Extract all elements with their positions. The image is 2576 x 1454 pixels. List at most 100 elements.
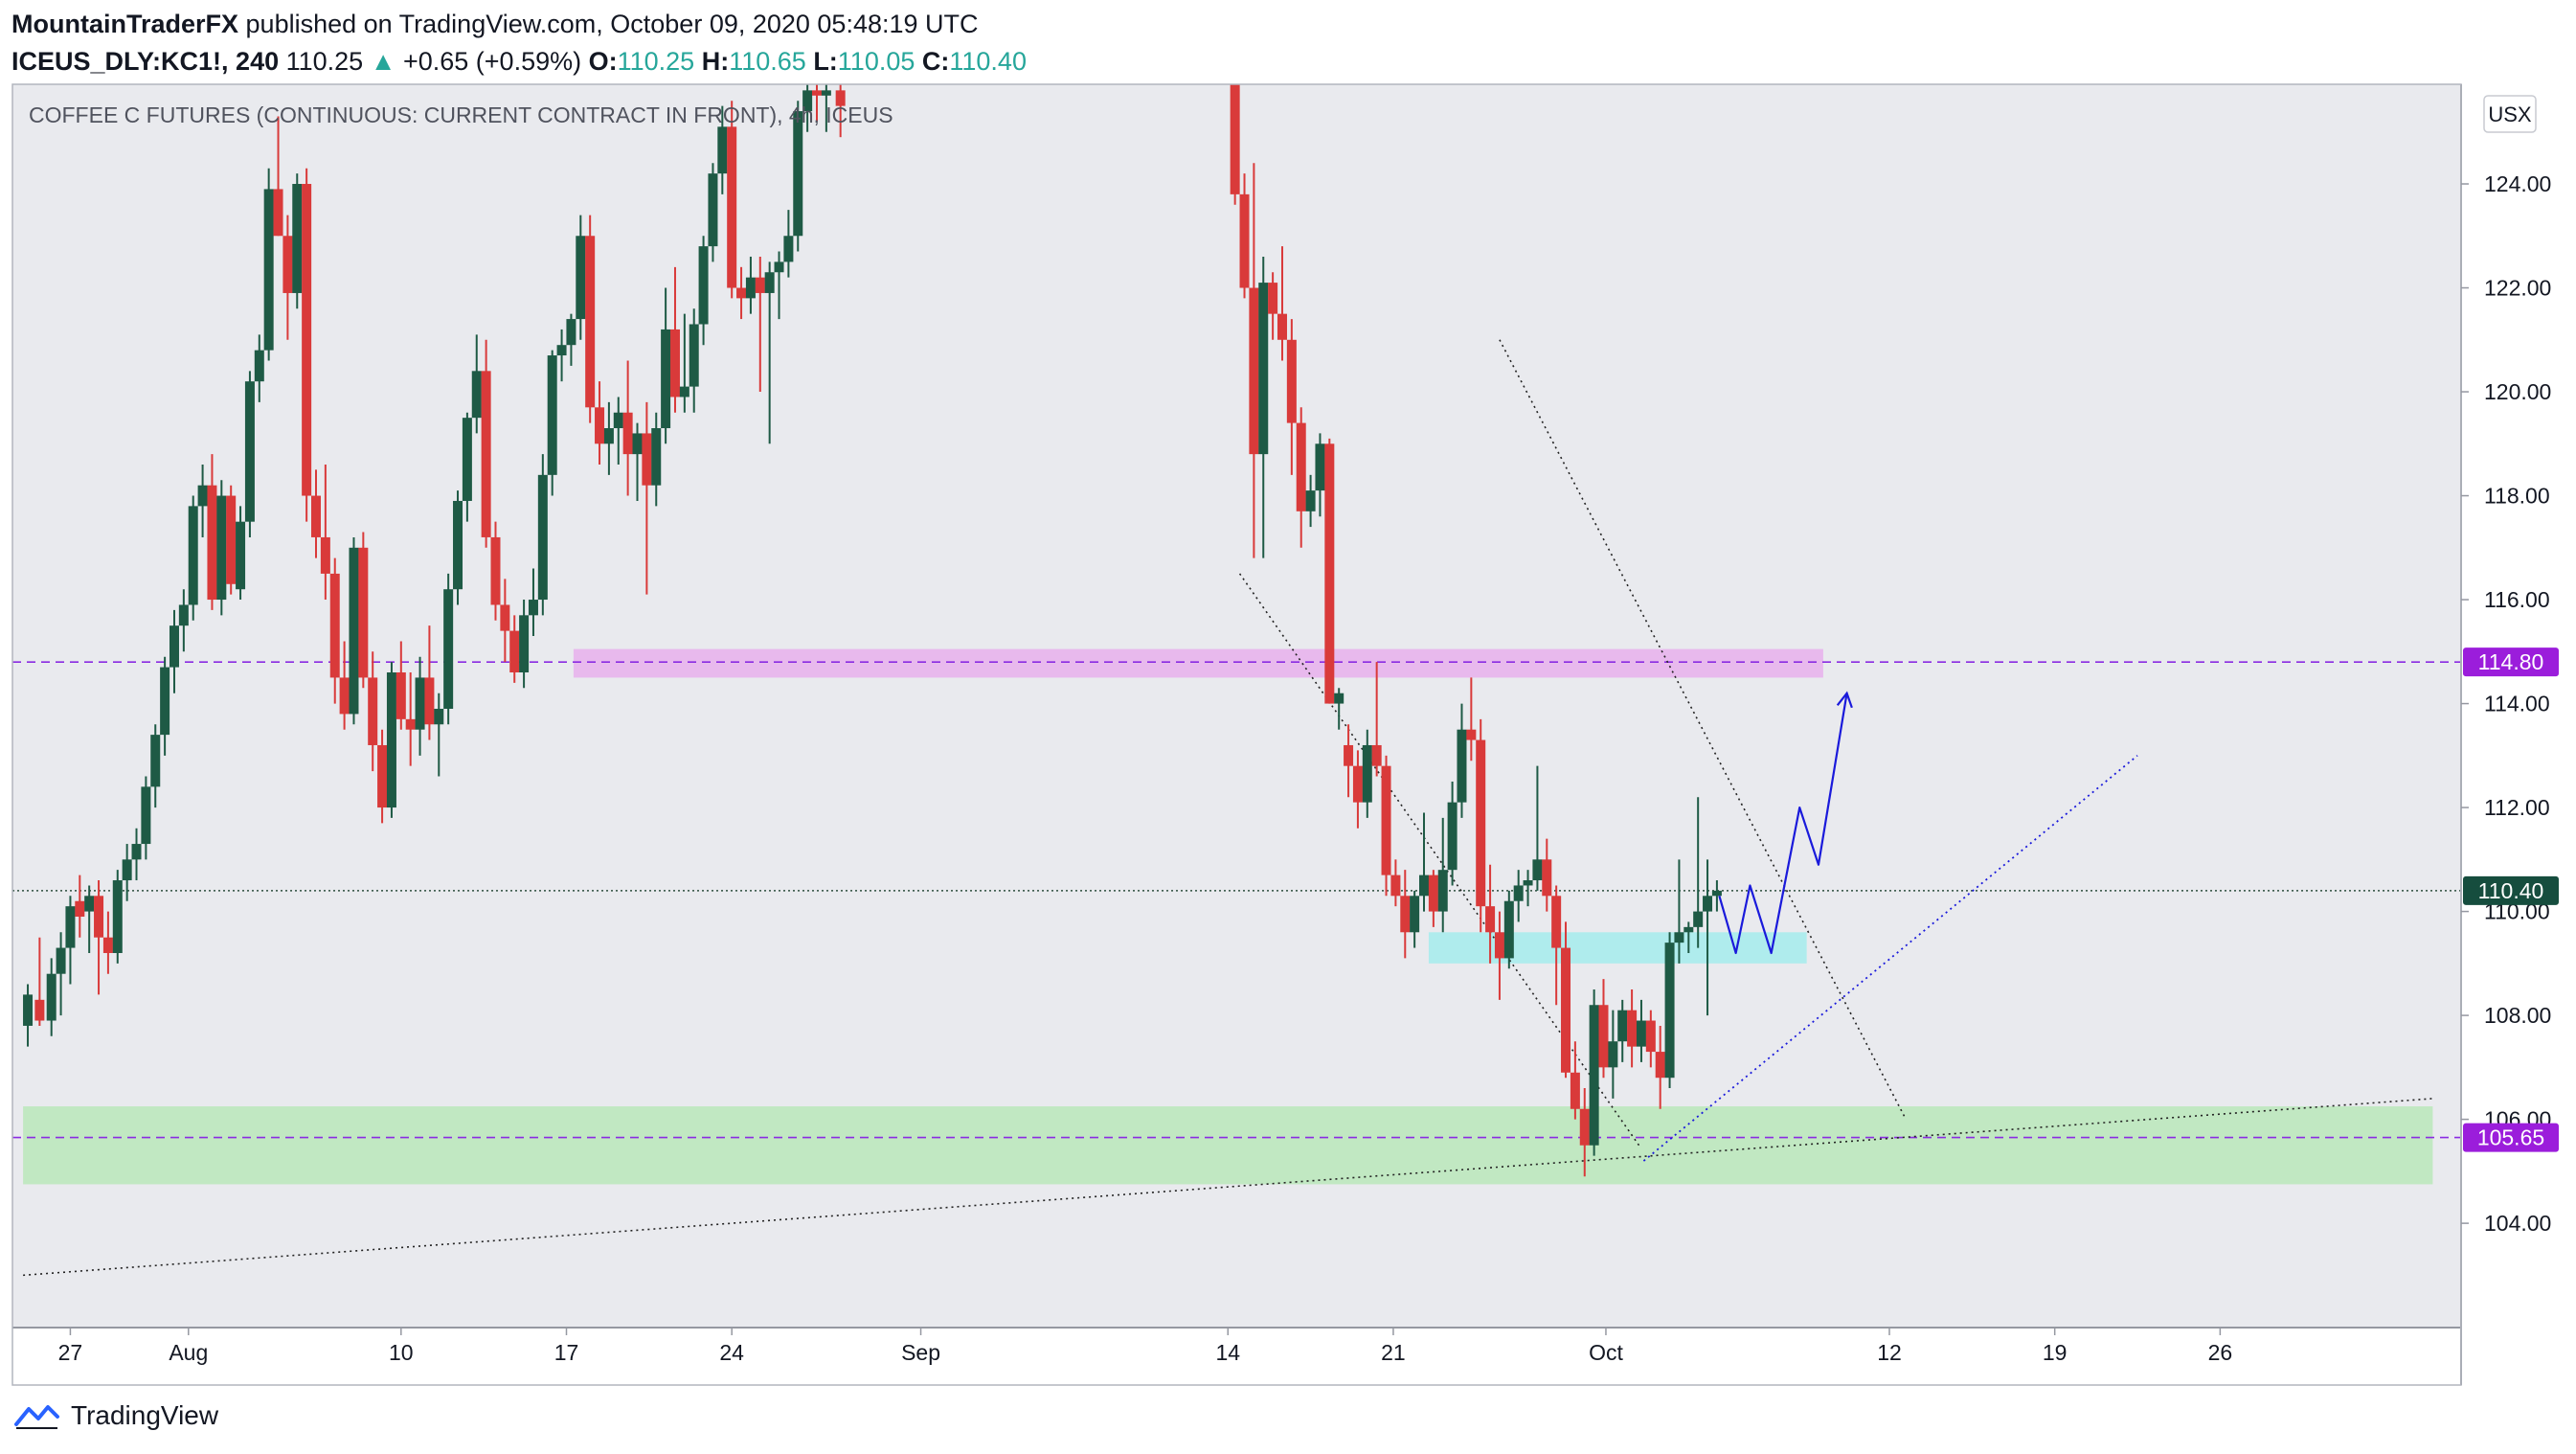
- candle[interactable]: [603, 401, 614, 475]
- candle[interactable]: [1344, 724, 1354, 798]
- candle[interactable]: [1334, 688, 1344, 730]
- candle[interactable]: [490, 521, 501, 621]
- candle[interactable]: [311, 469, 322, 558]
- candle[interactable]: [1494, 911, 1504, 1000]
- candle[interactable]: [1296, 407, 1306, 548]
- price-label[interactable]: 114.80: [2463, 647, 2559, 677]
- candle[interactable]: [377, 729, 388, 824]
- candle[interactable]: [1636, 999, 1646, 1062]
- candle[interactable]: [1400, 870, 1411, 959]
- candle[interactable]: [1551, 885, 1562, 1006]
- candle[interactable]: [263, 168, 274, 361]
- candle[interactable]: [1532, 765, 1543, 891]
- candle[interactable]: [292, 173, 303, 309]
- candle[interactable]: [339, 641, 350, 730]
- candle[interactable]: [1305, 474, 1316, 528]
- price-label[interactable]: 105.65: [2463, 1123, 2559, 1152]
- candle[interactable]: [443, 573, 454, 725]
- candle[interactable]: [1645, 1010, 1656, 1068]
- candle[interactable]: [254, 334, 264, 402]
- candle[interactable]: [1315, 433, 1325, 517]
- candle[interactable]: [1381, 755, 1391, 897]
- candle[interactable]: [509, 615, 520, 683]
- candle[interactable]: [708, 163, 718, 262]
- candle[interactable]: [689, 308, 699, 413]
- candle[interactable]: [698, 236, 709, 346]
- candle[interactable]: [537, 454, 548, 616]
- projection-path[interactable]: [1718, 693, 1848, 955]
- candle[interactable]: [169, 609, 179, 693]
- candle[interactable]: [84, 885, 95, 953]
- candle[interactable]: [1589, 988, 1599, 1156]
- candle[interactable]: [528, 568, 538, 637]
- tradingview-brand[interactable]: TradingView: [71, 1400, 219, 1430]
- candle[interactable]: [236, 506, 246, 601]
- candle[interactable]: [1485, 864, 1496, 964]
- candle[interactable]: [576, 215, 586, 340]
- candle[interactable]: [56, 932, 66, 1016]
- candle[interactable]: [160, 656, 170, 756]
- candle[interactable]: [585, 215, 596, 423]
- candle[interactable]: [1390, 859, 1401, 907]
- candle[interactable]: [1617, 999, 1628, 1062]
- candle[interactable]: [415, 656, 425, 756]
- price-chart[interactable]: 104.00106.00108.00110.00112.00114.00116.…: [0, 0, 2576, 1389]
- candle[interactable]: [1674, 859, 1684, 964]
- candle[interactable]: [1683, 921, 1694, 953]
- candle[interactable]: [178, 589, 189, 652]
- candle[interactable]: [1362, 729, 1372, 818]
- trendline-channel-lower[interactable]: [1238, 573, 1640, 1147]
- candle[interactable]: [112, 870, 123, 964]
- candle[interactable]: [75, 875, 85, 938]
- candle[interactable]: [1561, 921, 1571, 1079]
- candle[interactable]: [717, 105, 728, 194]
- candle[interactable]: [424, 625, 435, 740]
- candle[interactable]: [273, 116, 283, 237]
- candle[interactable]: [94, 880, 104, 995]
- candle[interactable]: [1371, 662, 1382, 777]
- candle[interactable]: [1570, 1041, 1580, 1120]
- candle[interactable]: [358, 532, 369, 689]
- candle[interactable]: [519, 600, 530, 689]
- candle[interactable]: [1711, 880, 1722, 912]
- candle[interactable]: [783, 210, 794, 278]
- candle[interactable]: [764, 261, 775, 444]
- candle[interactable]: [1258, 256, 1269, 558]
- symbol-label[interactable]: ICEUS_DLY:KC1!, 240: [11, 47, 280, 76]
- candle[interactable]: [1579, 1088, 1590, 1177]
- candle[interactable]: [1664, 932, 1675, 1089]
- candle[interactable]: [395, 641, 406, 730]
- price-label[interactable]: 110.40: [2463, 875, 2559, 905]
- candle[interactable]: [141, 776, 151, 860]
- candle[interactable]: [613, 397, 623, 465]
- candle[interactable]: [1277, 246, 1287, 361]
- candle[interactable]: [1249, 163, 1259, 558]
- candle[interactable]: [462, 412, 472, 522]
- candle[interactable]: [1598, 979, 1609, 1079]
- candle[interactable]: [1655, 1025, 1665, 1109]
- candle[interactable]: [1428, 870, 1438, 927]
- candle[interactable]: [669, 266, 680, 413]
- candle[interactable]: [481, 339, 491, 548]
- candle[interactable]: [1268, 272, 1278, 340]
- candle[interactable]: [1286, 319, 1297, 475]
- candle[interactable]: [434, 693, 444, 777]
- candle[interactable]: [1410, 890, 1420, 948]
- candle[interactable]: [727, 101, 737, 299]
- candle[interactable]: [632, 422, 643, 501]
- candle[interactable]: [622, 360, 633, 496]
- candle[interactable]: [282, 215, 293, 340]
- candle[interactable]: [1239, 173, 1250, 299]
- candle[interactable]: [207, 454, 217, 610]
- candle[interactable]: [547, 350, 557, 496]
- candle[interactable]: [1627, 988, 1638, 1068]
- candle[interactable]: [386, 662, 396, 818]
- candle[interactable]: [821, 80, 831, 132]
- candle[interactable]: [244, 371, 255, 537]
- candle[interactable]: [226, 485, 237, 595]
- candle[interactable]: [1352, 750, 1363, 829]
- candle[interactable]: [216, 480, 227, 616]
- candle[interactable]: [1230, 80, 1240, 205]
- candle[interactable]: [131, 828, 142, 881]
- candle[interactable]: [1457, 703, 1467, 818]
